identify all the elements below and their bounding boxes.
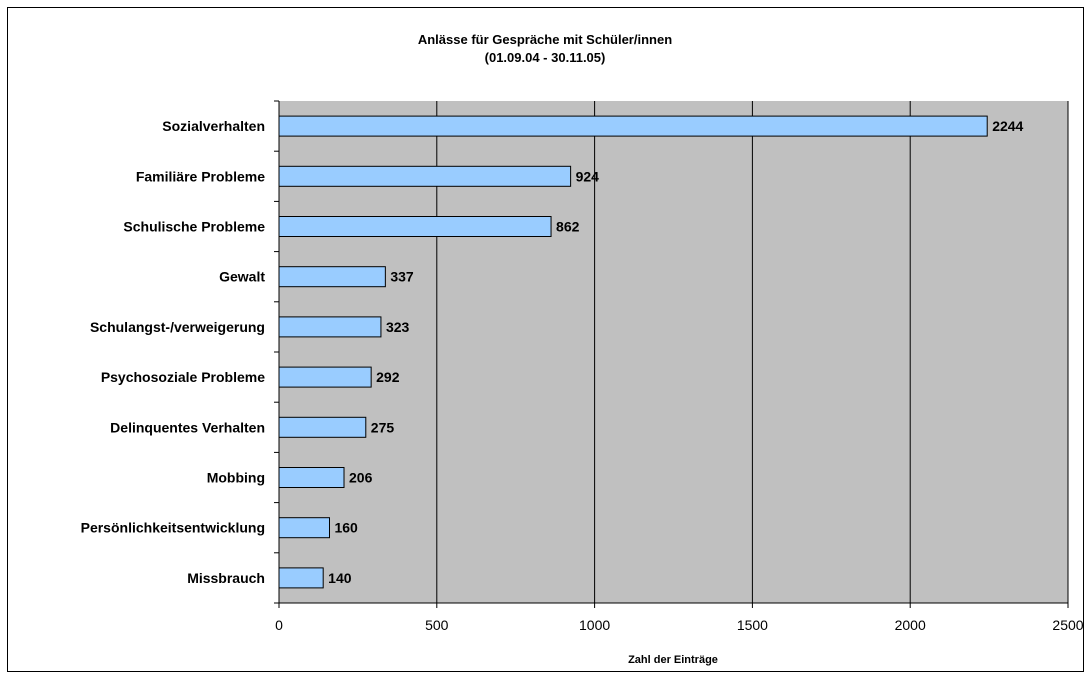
category-label: Schulische Probleme bbox=[123, 219, 265, 235]
category-label: Missbrauch bbox=[187, 570, 265, 586]
x-tick-label: 2500 bbox=[1052, 617, 1083, 633]
chart-subtitle: (01.09.04 - 30.11.05) bbox=[485, 50, 606, 65]
x-tick-label: 2000 bbox=[895, 617, 926, 633]
category-label: Schulangst-/verweigerung bbox=[90, 319, 265, 335]
data-label: 323 bbox=[386, 319, 410, 335]
bar bbox=[278, 216, 552, 237]
data-label: 924 bbox=[576, 168, 600, 184]
bars bbox=[278, 115, 988, 589]
gridlines bbox=[436, 101, 1069, 603]
bar bbox=[278, 366, 372, 388]
data-label: 275 bbox=[371, 419, 395, 435]
data-label: 160 bbox=[334, 520, 358, 536]
x-tick-label: 0 bbox=[275, 617, 283, 633]
labels: 0 500 1000 1500 2000 2500 Sozialverhalten 2244 F… bbox=[81, 118, 1084, 633]
data-label: 140 bbox=[328, 570, 352, 586]
bar bbox=[278, 266, 386, 288]
data-label: 206 bbox=[349, 470, 373, 486]
data-label: 337 bbox=[390, 269, 414, 285]
x-tick-label: 500 bbox=[425, 617, 449, 633]
category-label: Sozialverhalten bbox=[162, 118, 265, 134]
bar bbox=[278, 115, 988, 137]
bar bbox=[278, 165, 572, 187]
bar bbox=[278, 567, 324, 589]
category-label: Psychosoziale Probleme bbox=[101, 369, 265, 385]
category-label: Persönlichkeitsentwicklung bbox=[81, 520, 265, 536]
data-label: 292 bbox=[376, 369, 400, 385]
bar bbox=[278, 467, 345, 488]
category-label: Familiäre Probleme bbox=[136, 168, 265, 184]
category-label: Gewalt bbox=[219, 269, 265, 285]
bar bbox=[278, 416, 367, 438]
axes bbox=[274, 100, 1069, 608]
category-label: Mobbing bbox=[207, 470, 265, 486]
data-label: 862 bbox=[556, 219, 580, 235]
x-tick-label: 1500 bbox=[737, 617, 768, 633]
bar bbox=[278, 316, 382, 338]
category-label: Delinquentes Verhalten bbox=[110, 419, 265, 435]
x-tick-label: 1000 bbox=[579, 617, 610, 633]
data-label: 2244 bbox=[992, 118, 1023, 134]
chart-title: Anlässe für Gespräche mit Schüler/innen bbox=[418, 32, 672, 47]
x-axis-title: Zahl der Einträge bbox=[628, 654, 718, 666]
bar bbox=[278, 517, 330, 539]
